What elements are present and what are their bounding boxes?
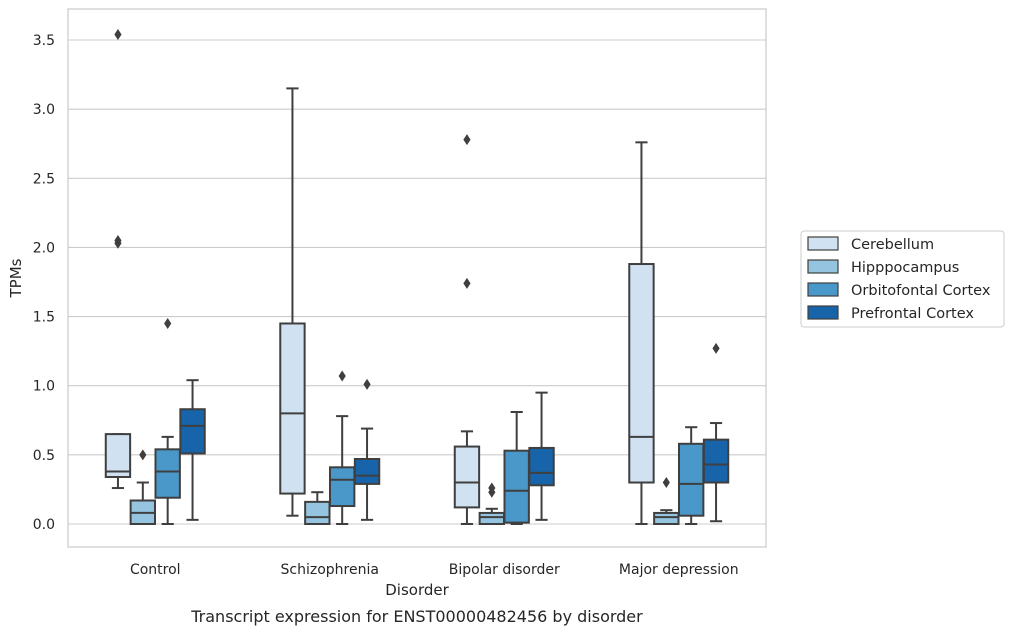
iqr-box (104, 433, 132, 478)
iqr-box (528, 446, 555, 487)
x-tick-label: Bipolar disorder (449, 562, 560, 578)
iqr-box (279, 322, 306, 495)
box-cerebellum (628, 141, 655, 525)
iqr-box (453, 445, 481, 509)
figure-caption: Transcript expression for ENST0000048245… (190, 607, 643, 626)
plot-frame (67, 8, 767, 548)
gridlines (68, 39, 766, 525)
y-tick-label: 3.5 (33, 33, 55, 49)
box-hipppocampus (304, 491, 331, 526)
y-tick-label: 1.0 (33, 379, 55, 395)
box-prefrontal-cortex (702, 342, 730, 523)
outlier-marker (164, 317, 172, 329)
outlier-marker (488, 482, 496, 494)
iqr-box (328, 466, 356, 508)
y-tick-label: 1.5 (33, 310, 55, 326)
box-orbitofontal-cortex (677, 426, 705, 525)
outlier-marker (712, 342, 720, 354)
y-axis-title: TPMs (7, 258, 25, 298)
x-tick-label: Schizophrenia (281, 562, 379, 578)
x-axis-title: Disorder (385, 581, 449, 599)
outlier-marker (139, 449, 147, 461)
legend-swatch (807, 259, 839, 274)
box-cerebellum (453, 134, 481, 525)
box-cerebellum (104, 28, 132, 490)
outlier-marker (463, 134, 471, 146)
iqr-box (653, 511, 680, 525)
legend-swatch (807, 282, 839, 297)
y-tick-label: 2.5 (33, 171, 55, 187)
box-orbitofontal-cortex (503, 410, 530, 525)
box-hipppocampus (478, 482, 506, 525)
iqr-box (179, 408, 206, 455)
box-cerebellum (279, 87, 306, 517)
box-orbitofontal-cortex (328, 370, 356, 525)
y-tick-label: 3.0 (33, 102, 55, 118)
box-orbitofontal-cortex (154, 317, 181, 525)
box-prefrontal-cortex (179, 379, 206, 521)
outlier-marker (463, 277, 471, 289)
outlier-marker (363, 378, 371, 390)
x-tick-label: Control (130, 562, 181, 578)
outlier-marker (338, 370, 346, 382)
box-hipppocampus (129, 449, 157, 525)
legend-label: Cerebellum (851, 237, 934, 253)
iqr-box (677, 442, 705, 517)
iqr-box (628, 263, 655, 484)
y-tick-labels: 0.0 0.5 1.0 1.5 2.0 2.5 3.0 3.5 (33, 33, 55, 533)
legend-label: Prefrontal Cortex (851, 306, 974, 322)
x-tick-label: Major depression (619, 562, 739, 578)
iqr-box (702, 438, 730, 484)
x-tick-labels: Control Schizophrenia Bipolar disorder Majo… (130, 562, 739, 578)
outlier-marker (114, 28, 122, 40)
y-tick-label: 0.0 (33, 517, 55, 533)
boxes (104, 28, 730, 526)
legend-frame (800, 230, 1005, 328)
iqr-box (353, 458, 381, 485)
iqr-box (503, 449, 530, 524)
box-prefrontal-cortex (528, 391, 555, 521)
outlier-marker (662, 477, 670, 489)
iqr-box (154, 448, 181, 499)
iqr-box (478, 511, 506, 525)
legend: Cerebellum Hipppocampus Orbitofontal Corte… (800, 230, 1005, 328)
iqr-box (304, 500, 331, 526)
legend-swatch (807, 236, 839, 251)
legend-label: Orbitofontal Cortex (851, 283, 991, 299)
box-hipppocampus (653, 477, 680, 525)
box-prefrontal-cortex (353, 378, 381, 521)
outlier-marker (114, 235, 122, 247)
legend-swatch (807, 305, 839, 320)
y-tick-label: 0.5 (33, 448, 55, 464)
legend-label: Hipppocampus (851, 260, 959, 276)
y-tick-label: 2.0 (33, 240, 55, 256)
